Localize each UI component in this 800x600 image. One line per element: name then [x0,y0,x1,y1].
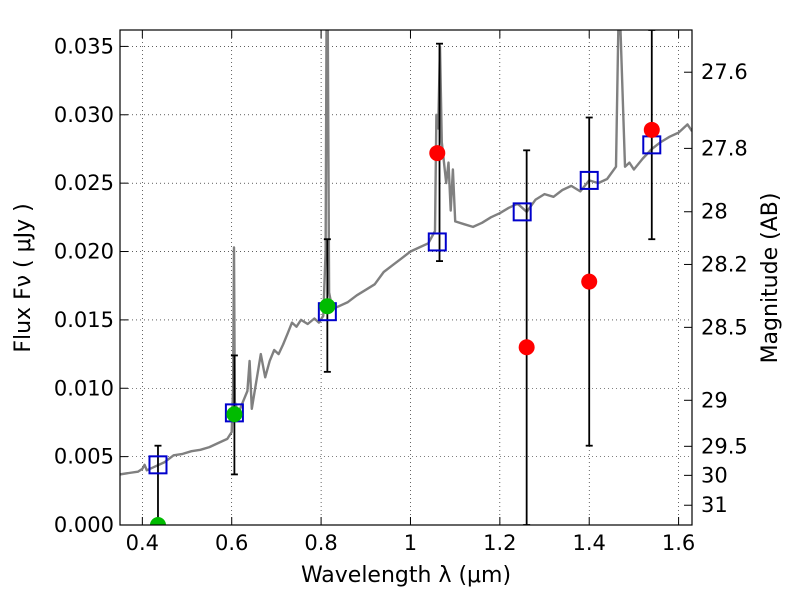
x-tick-label: 1 [404,531,417,555]
y-tick-label: 0.005 [54,445,114,469]
nondetection-point [429,145,446,162]
plot-frame [119,29,693,526]
y-tick-label: 0.015 [54,308,114,332]
magnitude-tick-label: 27.8 [701,136,748,160]
magnitude-tick-label: 30 [701,463,728,487]
model-photometry-square [579,170,599,190]
magnitude-tick-label: 31 [701,493,728,517]
plot-background [120,30,692,525]
x-tick-label: 0.4 [126,531,159,555]
x-tick-label: 0.6 [215,531,248,555]
x-tick-label: 1.4 [573,531,606,555]
y-tick-label: 0.020 [54,240,114,264]
detection-point [319,298,336,315]
y-tick-label: 0.030 [54,103,114,127]
y-tick-label: 0.000 [54,513,114,537]
magnitude-tick-label: 29 [701,388,728,412]
model-photometry-square [512,202,532,222]
y-tick-label: 0.035 [54,34,114,58]
magnitude-tick-label: 27.6 [701,60,748,84]
x-tick-label: 1.6 [662,531,695,555]
magnitude-axis-title: Magnitude (AB) [758,193,783,364]
magnitude-tick-label: 29.5 [701,434,748,458]
model-photometry-square [148,455,168,475]
y-axis-title: Flux Fν ( μJy ) [11,203,36,352]
template-spectrum-line [120,30,692,476]
nondetection-point [643,121,660,138]
magnitude-tick-label: 28.5 [701,315,748,339]
detection-point [226,406,243,423]
model-photometry-square [427,232,447,252]
x-axis-title: Wavelength λ (μm) [301,563,511,588]
magnitude-tick-label: 28.2 [701,252,748,276]
y-tick-label: 0.010 [54,376,114,400]
plot-area [120,30,692,525]
magnitude-tick-label: 28 [701,200,728,224]
y-tick-label: 0.025 [54,171,114,195]
nondetection-point [518,339,535,356]
nondetection-point [581,273,598,290]
x-tick-label: 0.8 [304,531,337,555]
detection-point [149,517,166,525]
axis-ticks: 0.4 0.6 0.8 1 1.2 1.4 1.6 0.000 0.005 0.010 0.015 0… [54,30,748,555]
x-tick-label: 1.2 [483,531,516,555]
